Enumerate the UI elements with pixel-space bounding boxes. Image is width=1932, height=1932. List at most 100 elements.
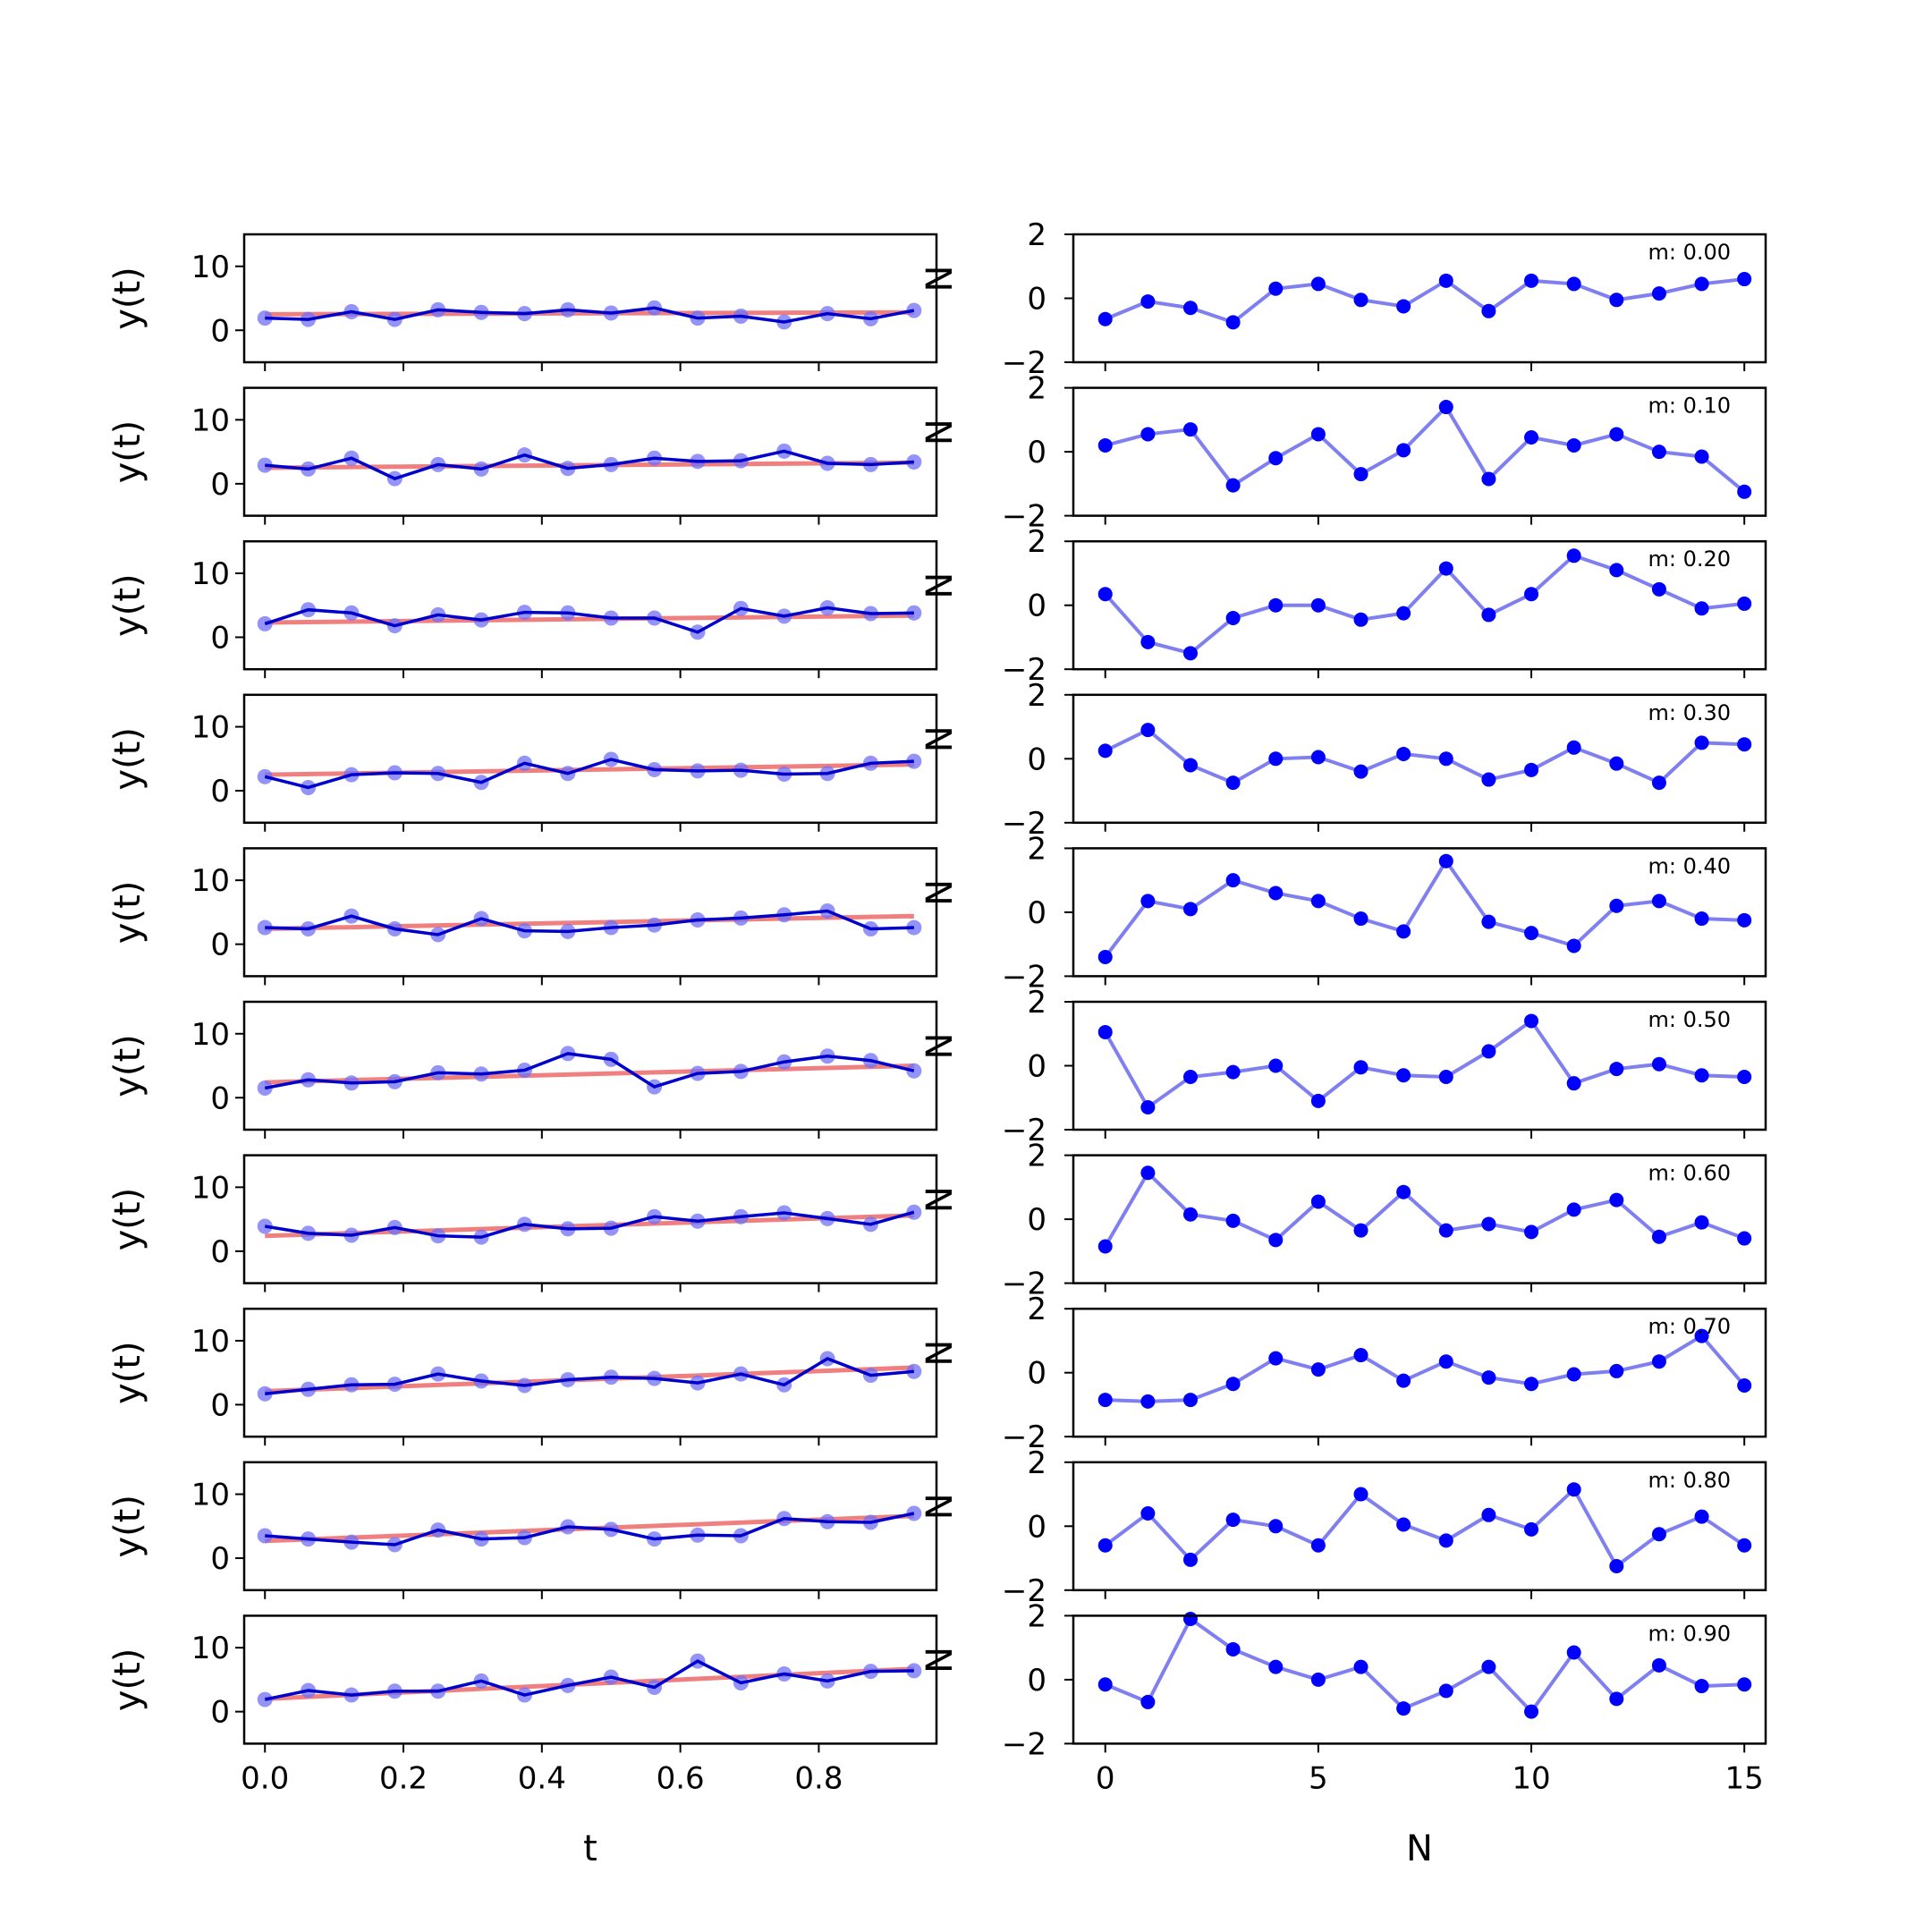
residual-point [1310, 427, 1326, 442]
y-tick-label: 0 [210, 774, 230, 809]
residual-point [1609, 1558, 1624, 1573]
residual-point [1310, 597, 1326, 613]
y-tick-label: −2 [1002, 499, 1046, 535]
plot-frame [242, 1154, 938, 1284]
residual-point [1694, 449, 1709, 464]
plot-frame [242, 693, 938, 825]
slope-annotation: m: 0.70 [1648, 1314, 1731, 1339]
y-tick-label: 0 [1027, 895, 1046, 931]
y-axis-label: y(t) [107, 1341, 148, 1404]
residual-point [1097, 1538, 1113, 1553]
residual-point [1651, 445, 1666, 460]
x-tick-label: 10 [1512, 1760, 1550, 1796]
plot-frame [242, 847, 938, 978]
y-tick-label: 0 [210, 928, 230, 963]
residual-point [1097, 311, 1113, 326]
residual-point [1524, 1521, 1539, 1537]
time-series-panel: 0 10 y(t) N [107, 233, 961, 371]
residual-point [1651, 581, 1666, 597]
residual-point [1737, 484, 1752, 499]
residual-point [1268, 597, 1284, 613]
residual-point [1140, 1506, 1156, 1521]
residual-point [1481, 471, 1496, 487]
residual-point [1182, 1611, 1198, 1626]
residual-point [1182, 1393, 1198, 1408]
residual-point [1182, 1207, 1198, 1222]
residual-point [1396, 924, 1411, 939]
y-tick-label: 0 [210, 1234, 230, 1270]
residual-point [1353, 1348, 1368, 1363]
y-tick-label: 0 [1027, 282, 1046, 318]
residual-point [1438, 400, 1453, 415]
y-tick-label: 2 [1027, 217, 1046, 253]
plot-frame [242, 233, 938, 364]
y-tick-label: 10 [191, 1017, 230, 1053]
residual-point [1396, 1701, 1411, 1716]
residual-point [1566, 1076, 1581, 1091]
y-tick-label: 0 [210, 1080, 230, 1116]
residual-point [1182, 1070, 1198, 1085]
residual-point [1268, 1233, 1284, 1248]
y-tick-label: 10 [191, 863, 230, 899]
residual-point [1524, 1704, 1539, 1719]
residual-panel: 2 0 −2 m: 0.70 [1002, 1292, 1767, 1455]
residual-point [1225, 478, 1241, 493]
residual-y-axis-label: N [919, 572, 961, 599]
y-tick-label: 0 [210, 1695, 230, 1731]
residual-point [1694, 1679, 1709, 1694]
residual-point [1268, 1058, 1284, 1073]
residual-panel: 2 0 −2 m: 0.10 [1002, 371, 1767, 535]
residual-line [1104, 858, 1745, 959]
residual-point [1524, 762, 1539, 777]
residual-point [1481, 914, 1496, 929]
residual-point [1481, 772, 1496, 787]
y-tick-label: 2 [1027, 371, 1046, 407]
x-tick-label: 5 [1309, 1760, 1328, 1796]
residual-point [1438, 853, 1453, 869]
residual-point [1225, 775, 1241, 791]
residual-point [1737, 1677, 1752, 1692]
right-x-axis-label: N [1406, 1828, 1433, 1869]
residual-point [1225, 1513, 1241, 1528]
residual-line [1104, 1486, 1746, 1569]
residual-point [1566, 276, 1581, 292]
slope-annotation: m: 0.50 [1648, 1007, 1731, 1032]
residual-point [1268, 281, 1284, 296]
residual-point [1097, 1239, 1113, 1254]
residual-point [1609, 1691, 1624, 1707]
residual-point [1225, 315, 1241, 330]
residual-point [1182, 1552, 1198, 1567]
residual-point [1353, 1223, 1368, 1238]
x-tick-label: 0.4 [518, 1760, 566, 1796]
residual-point [1140, 294, 1156, 309]
residual-line [1103, 1170, 1745, 1248]
panels: 0 10 y(t) N 2 0 −2 m: 0.00 0 10 y(t) N 2 0 −2 m: 0.10 0 1… [107, 217, 1767, 1796]
residual-point [1609, 1062, 1624, 1077]
fit-line [265, 1063, 914, 1085]
residual-point [1182, 758, 1198, 773]
residual-point [1310, 276, 1326, 292]
residual-point [1396, 1517, 1411, 1532]
series-line [264, 1210, 915, 1239]
residual-point [1396, 299, 1411, 314]
residual-point [1353, 612, 1368, 627]
plot-frame [1072, 1307, 1767, 1438]
residual-point [1481, 303, 1496, 318]
y-tick-label: 10 [191, 1324, 230, 1360]
residual-point [1481, 1044, 1496, 1059]
plot-frame [1072, 233, 1767, 364]
residual-point [1651, 1657, 1666, 1673]
residual-point [1225, 611, 1241, 625]
residual-point [1609, 427, 1624, 442]
y-tick-label: −2 [1002, 1573, 1046, 1609]
residual-point [1609, 292, 1624, 308]
series-line [265, 1512, 915, 1546]
series-line [265, 306, 915, 324]
plot-frame [242, 1000, 938, 1131]
residual-point [1566, 938, 1581, 953]
residual-point [1182, 422, 1198, 437]
residual-point [1651, 1354, 1666, 1369]
residual-point [1182, 646, 1198, 661]
y-axis-label: y(t) [107, 1188, 148, 1251]
y-axis-label: y(t) [107, 1034, 148, 1097]
